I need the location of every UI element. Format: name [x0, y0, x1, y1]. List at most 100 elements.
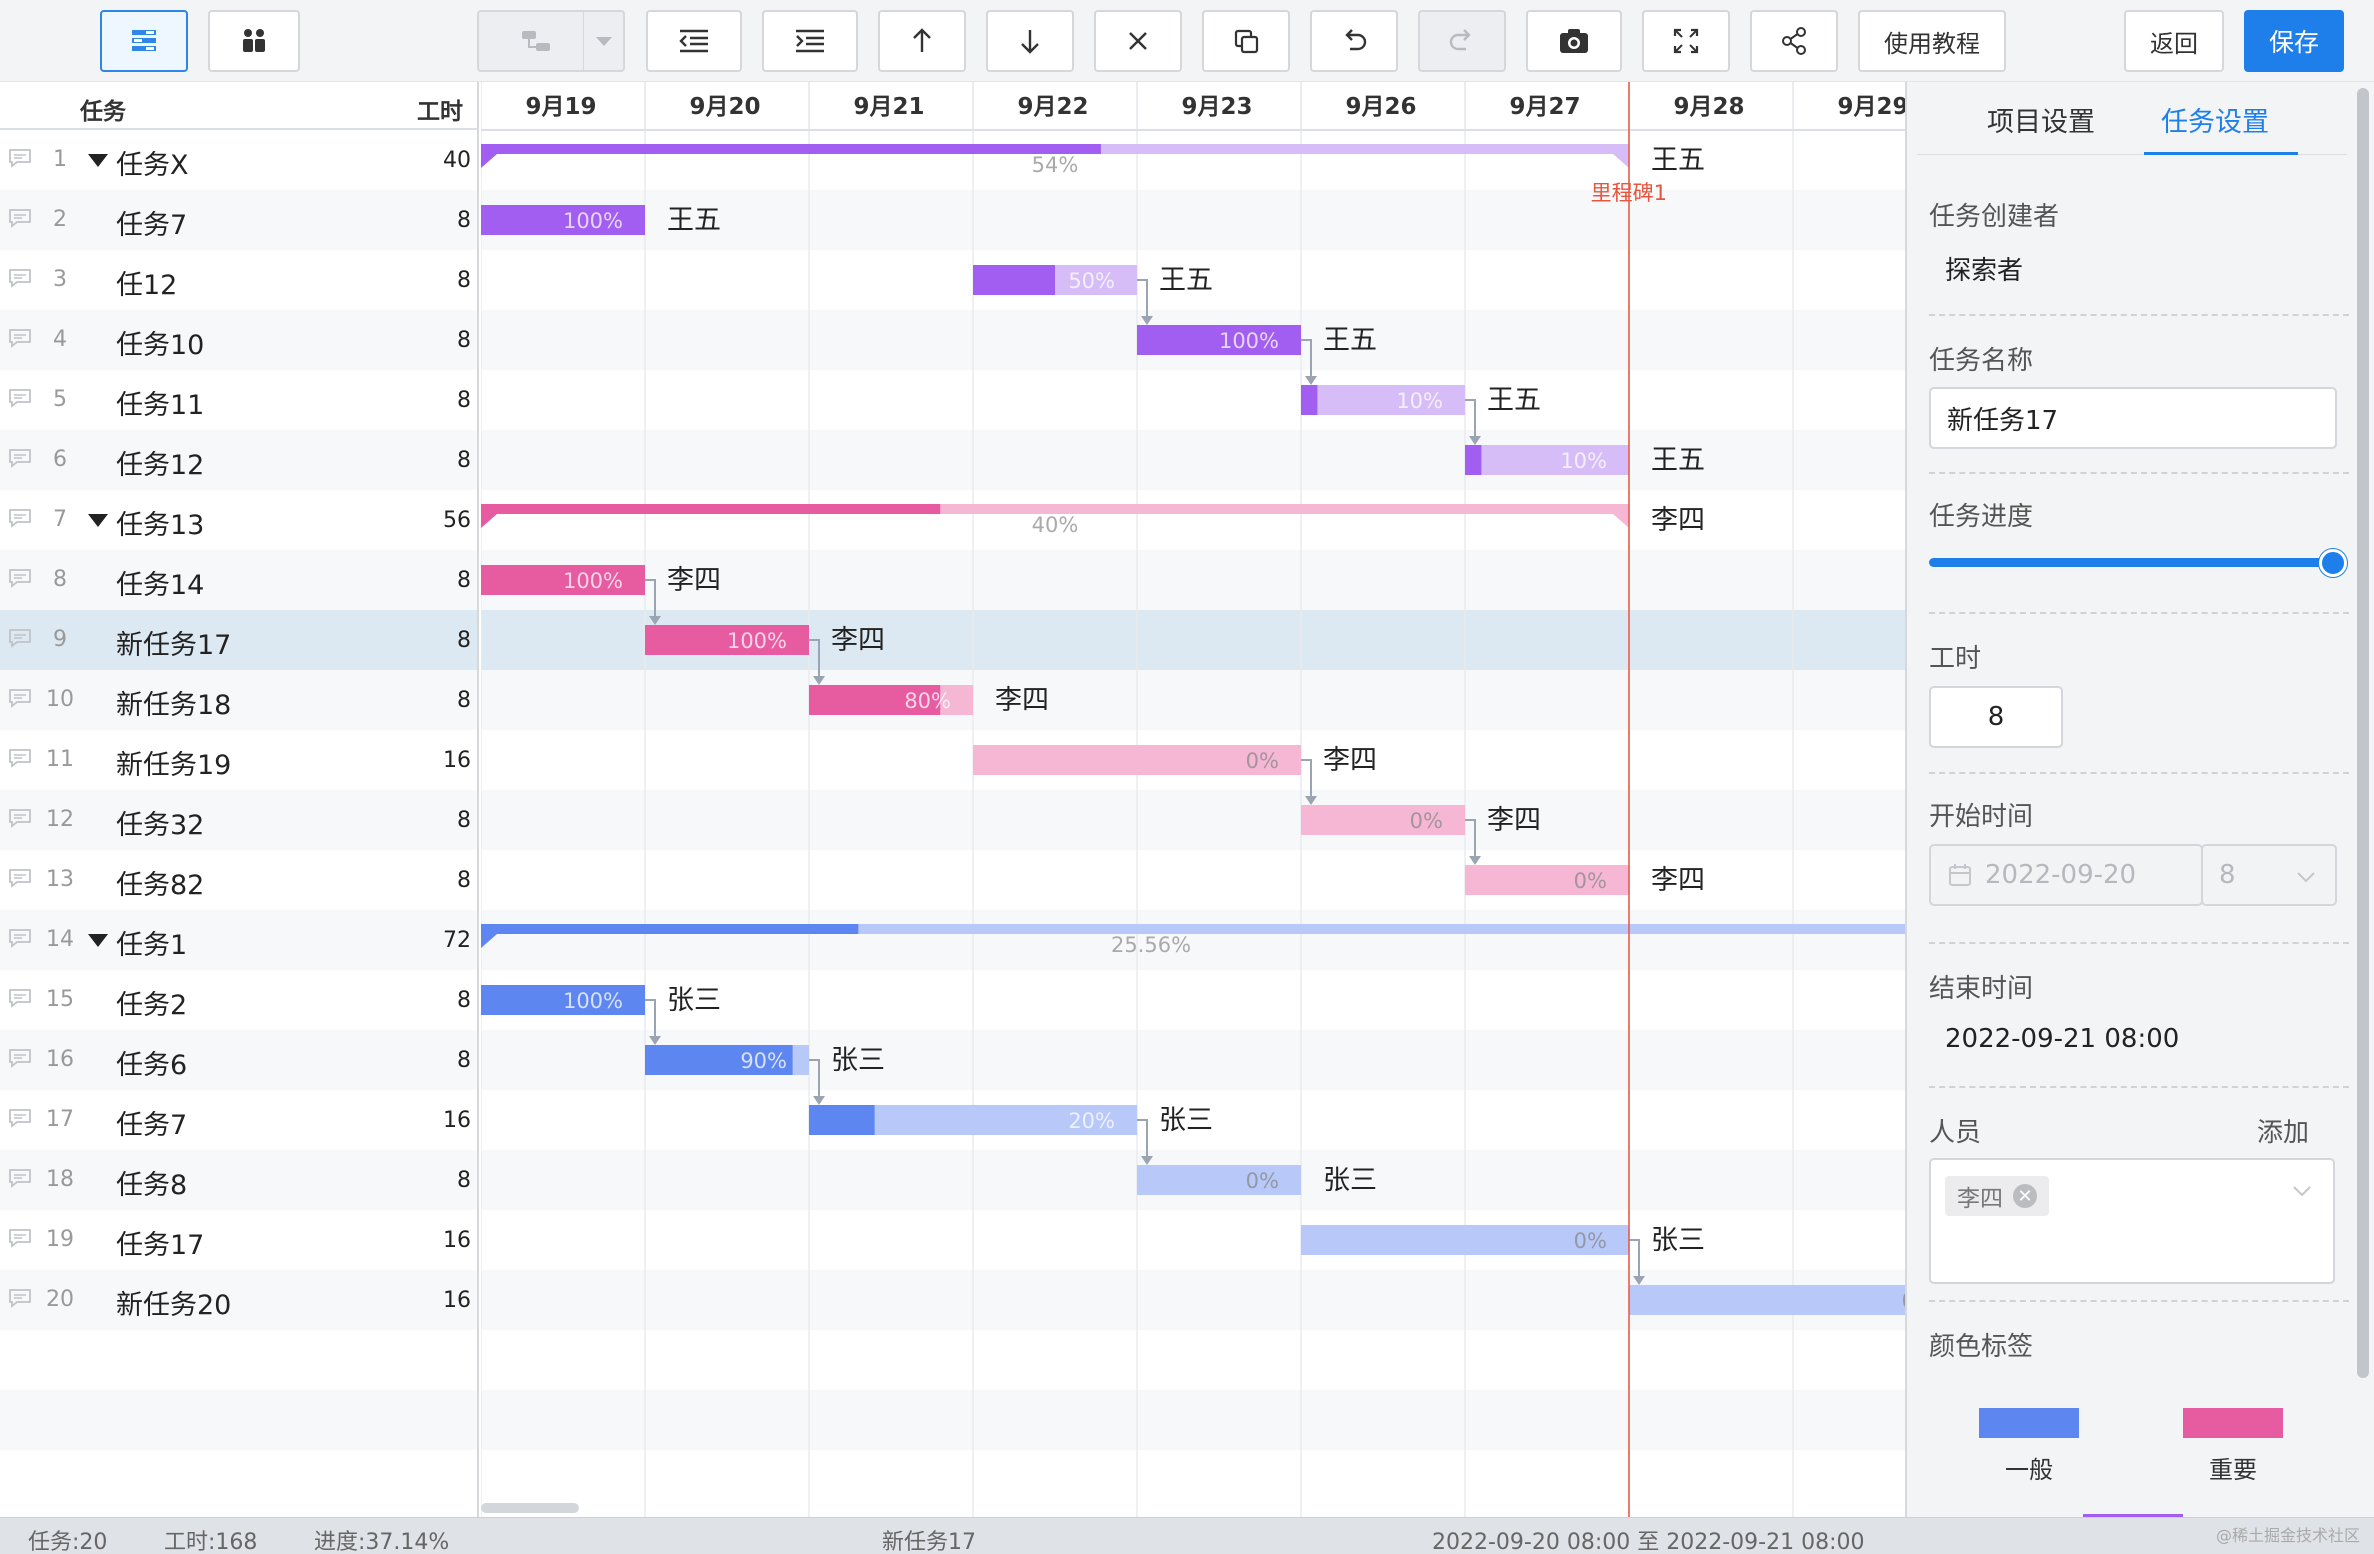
task-name-input[interactable]: 新任务17 [1929, 387, 2337, 449]
creator-value: 探索者 [1945, 256, 2024, 286]
task-row[interactable]: 6 任务12 8 [0, 430, 477, 490]
comment-icon[interactable] [8, 268, 32, 288]
task-row[interactable]: 9 新任务17 8 [0, 610, 477, 670]
comment-icon[interactable] [8, 628, 32, 648]
task-bar [1629, 1285, 1905, 1315]
dependency-arrow [1305, 796, 1317, 805]
task-name: 任务13 [116, 510, 205, 541]
add-people-link[interactable]: 添加 [2257, 1118, 2310, 1148]
color-swatch-important[interactable] [2183, 1408, 2283, 1438]
gantt-row-bg [481, 1330, 1905, 1390]
task-bar [1301, 1225, 1629, 1255]
comment-icon[interactable] [8, 808, 32, 828]
task-row[interactable]: 14 任务1 72 [0, 910, 477, 970]
comment-icon[interactable] [8, 868, 32, 888]
fullscreen-button[interactable] [1642, 10, 1730, 72]
tab-task-settings[interactable]: 任务设置 [2161, 107, 2269, 138]
move-down-button[interactable] [986, 10, 1074, 72]
collapse-caret-icon[interactable] [88, 154, 108, 167]
color-swatch-general[interactable] [1979, 1408, 2079, 1438]
empty-row [0, 1390, 477, 1450]
task-row[interactable]: 19 任务17 16 [0, 1210, 477, 1270]
comment-icon[interactable] [8, 928, 32, 948]
task-row[interactable]: 3 任12 8 [0, 250, 477, 310]
task-row[interactable]: 15 任务2 8 [0, 970, 477, 1030]
task-row[interactable]: 11 新任务19 16 [0, 730, 477, 790]
task-row[interactable]: 2 任务7 8 [0, 190, 477, 250]
task-name: 任务32 [116, 810, 205, 841]
outdent-button[interactable] [646, 10, 742, 72]
progress-slider-handle[interactable] [2319, 549, 2347, 577]
copy-icon [1234, 29, 1259, 54]
start-date-picker[interactable]: 2022-09-20 [1929, 844, 2203, 906]
task-row[interactable]: 4 任务10 8 [0, 310, 477, 370]
save-button[interactable]: 保存 [2244, 10, 2344, 72]
task-owner-label: 王五 [667, 205, 721, 236]
people-view-button[interactable] [208, 10, 300, 72]
task-row[interactable]: 10 新任务18 8 [0, 670, 477, 730]
task-row[interactable]: 7 任务13 56 [0, 490, 477, 550]
gantt-chart[interactable]: 9月19 9月20 9月21 9月22 9月23 9月26 9月27 9月28 9月29 54% 王… [481, 82, 1905, 1517]
task-bar [1137, 1165, 1301, 1195]
task-row[interactable]: 8 任务14 8 [0, 550, 477, 610]
comment-icon[interactable] [8, 1288, 32, 1308]
remove-tag-icon[interactable]: ✕ [2013, 1184, 2037, 1208]
start-hour-select[interactable]: 8 [2201, 844, 2337, 906]
row-index: 9 [53, 627, 67, 652]
task-row[interactable]: 18 任务8 8 [0, 1150, 477, 1210]
task-progress-label: 0% [1574, 869, 1607, 893]
dependency-arrow [1141, 316, 1153, 325]
comment-icon[interactable] [8, 1168, 32, 1188]
task-row[interactable]: 17 任务7 16 [0, 1090, 477, 1150]
tutorial-button[interactable]: 使用教程 [1858, 10, 2006, 72]
screenshot-button[interactable] [1526, 10, 1622, 72]
panel-scrollbar[interactable] [2357, 88, 2369, 1378]
horizontal-scrollbar[interactable] [481, 1503, 579, 1513]
task-owner-label: 李四 [1651, 865, 1705, 896]
people-select[interactable]: 李四 ✕ [1929, 1158, 2335, 1284]
row-index: 6 [53, 447, 67, 472]
list-view-button[interactable] [100, 10, 188, 72]
comment-icon[interactable] [8, 448, 32, 468]
task-row[interactable]: 1 任务X 40 [0, 130, 477, 190]
comment-icon[interactable] [8, 208, 32, 228]
comment-icon[interactable] [8, 748, 32, 768]
comment-icon[interactable] [8, 328, 32, 348]
column-header-hours: 工时 [417, 99, 463, 125]
task-progress-label: 90% [740, 1049, 787, 1073]
comment-icon[interactable] [8, 388, 32, 408]
comment-icon[interactable] [8, 568, 32, 588]
undo-button[interactable] [1310, 10, 1398, 72]
comment-icon[interactable] [8, 508, 32, 528]
comment-icon[interactable] [8, 1048, 32, 1068]
share-button[interactable] [1750, 10, 1838, 72]
link-mode-dropdown[interactable] [477, 10, 625, 72]
move-up-button[interactable] [878, 10, 966, 72]
comment-icon[interactable] [8, 688, 32, 708]
task-hours: 8 [457, 388, 471, 413]
hours-input[interactable]: 8 [1929, 686, 2063, 748]
task-row[interactable]: 5 任务11 8 [0, 370, 477, 430]
comment-icon[interactable] [8, 1108, 32, 1128]
collapse-caret-icon[interactable] [88, 514, 108, 527]
task-bar [973, 745, 1301, 775]
row-index: 8 [53, 567, 67, 592]
comment-icon[interactable] [8, 988, 32, 1008]
copy-button[interactable] [1202, 10, 1290, 72]
task-row[interactable]: 13 任务82 8 [0, 850, 477, 910]
back-button[interactable]: 返回 [2124, 10, 2224, 72]
redo-button[interactable] [1418, 10, 1506, 72]
comment-icon[interactable] [8, 1228, 32, 1248]
indent-button[interactable] [762, 10, 858, 72]
collapse-caret-icon[interactable] [88, 934, 108, 947]
task-row[interactable]: 12 任务32 8 [0, 790, 477, 850]
progress-slider-track[interactable] [1929, 558, 2333, 567]
comment-icon[interactable] [8, 148, 32, 168]
task-row[interactable]: 16 任务6 8 [0, 1030, 477, 1090]
delete-button[interactable] [1094, 10, 1182, 72]
task-hours: 8 [457, 448, 471, 473]
row-index: 14 [46, 927, 74, 952]
task-row[interactable]: 20 新任务20 16 [0, 1270, 477, 1330]
tab-project-settings[interactable]: 项目设置 [1987, 107, 2095, 138]
list-view-icon [132, 30, 156, 51]
